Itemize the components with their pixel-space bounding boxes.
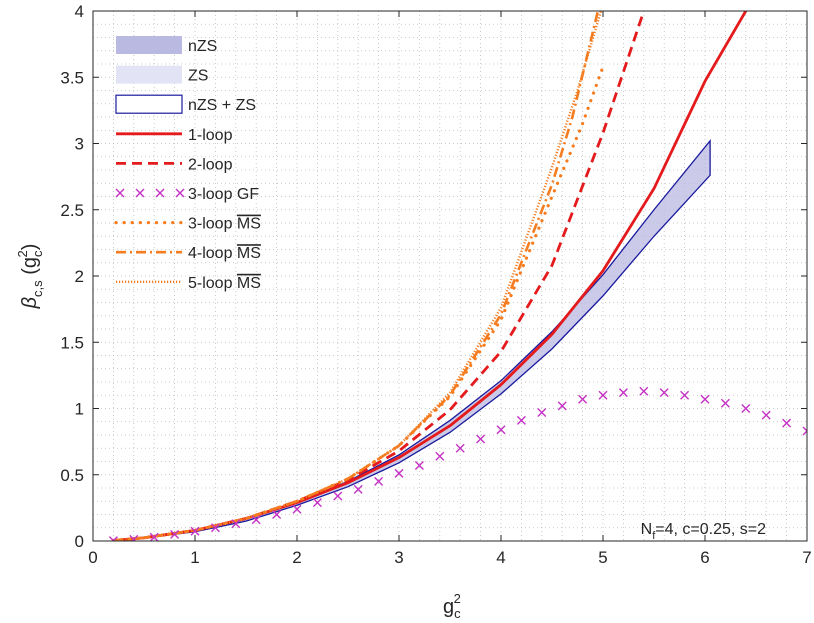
marker-loop3gf [680, 390, 690, 400]
marker-loop3gf [353, 484, 363, 494]
marker-loop3gf [312, 498, 322, 508]
legend-entry-nZS: nZS [116, 36, 217, 55]
marker-loop3gf [129, 534, 139, 541]
legend-swatch [116, 65, 182, 84]
marker-loop3gf [496, 425, 506, 435]
x-axis-label-text: gc2 [443, 591, 461, 621]
legend-entry-ZS: ZS [116, 65, 208, 85]
legend-entry-loop3gf: 3-loop GF [115, 186, 259, 203]
y-axis-label-text: βc,s (gc2) [15, 244, 45, 310]
minor-grid [93, 11, 807, 541]
marker-loop3gf [476, 434, 486, 444]
marker-loop3gf [761, 410, 771, 420]
marker-loop3gf [374, 476, 384, 486]
legend-swatch [115, 188, 185, 198]
marker-loop3gf [455, 443, 465, 453]
marker-loop3gf [394, 468, 404, 478]
legend-swatch [116, 36, 182, 54]
legend-entry-loop4ms: 4-loop MS [116, 245, 261, 262]
marker-loop3gf [170, 529, 180, 539]
x-tick-label: 4 [496, 548, 505, 567]
x-tick-label: 7 [802, 548, 811, 567]
marker-loop3gf [741, 404, 751, 413]
x-tick-label: 3 [394, 548, 403, 567]
y-tick-label: 2.5 [60, 201, 84, 220]
x-tick-label: 6 [700, 548, 709, 567]
legend-label: ZS [188, 68, 208, 85]
marker-loop3gf [435, 451, 445, 461]
y-tick-label: 2 [75, 267, 84, 286]
marker-loop3gf [210, 523, 220, 533]
y-tick-label: 1 [75, 400, 84, 419]
x-tick-label: 2 [292, 548, 301, 567]
marker-loop3gf [272, 510, 282, 519]
x-tick-label: 0 [88, 548, 97, 567]
marker-loop3gf [557, 401, 567, 411]
marker-loop3gf [516, 415, 526, 425]
legend-label: 3-loop MS [188, 216, 261, 233]
marker-loop3gf [802, 426, 807, 436]
legend: nZS ZS nZS + ZS 1-loop 2-loop 3-loop GF 3-loop… [114, 36, 261, 292]
legend-label: 2-loop [188, 156, 233, 173]
marker-loop3gf [598, 390, 608, 400]
marker-loop3gf [190, 526, 200, 536]
y-tick-label: 3 [75, 135, 84, 154]
legend-swatch [115, 94, 183, 114]
legend-entry-loop1: 1-loop [116, 127, 233, 144]
marker-loop3gf [659, 388, 669, 398]
marker-loop3gf [782, 418, 792, 428]
marker-loop3gf [618, 388, 628, 398]
marker-loop3gf [231, 519, 241, 529]
y-axis-label: βc,s (gc2) [15, 244, 45, 310]
y-tick-label: 0 [75, 532, 84, 551]
marker-loop3gf [292, 504, 302, 514]
legend-label: nZS + ZS [188, 97, 256, 114]
marker-loop3gf [639, 386, 649, 396]
series-lines [111, 11, 748, 541]
y-tick-label: 0.5 [60, 466, 84, 485]
ticks: 0 1 2 3 4 5 6 7 0 0.5 1 1.5 2 2.5 3 3.5 4 [60, 2, 811, 567]
x-tick-label: 5 [598, 548, 607, 567]
marker-loop3gf [149, 532, 159, 541]
y-tick-label: 1.5 [60, 333, 84, 352]
y-tick-label: 3.5 [60, 68, 84, 87]
legend-label: 1-loop [188, 127, 233, 144]
legend-entry-loop2: 2-loop [116, 156, 233, 173]
legend-entry-loop5ms: 5-loop MS [116, 275, 261, 292]
annotation: Nf=4, c=0.25, s=2 [641, 521, 766, 542]
marker-loop3gf [333, 491, 343, 501]
legend-entry-nZSZS: nZS + ZS [115, 94, 256, 114]
legend-label: 4-loop MS [188, 245, 261, 262]
x-axis-label: gc2 [443, 591, 461, 621]
line-loop3ms [111, 65, 605, 541]
y-tick-label: 4 [75, 2, 84, 21]
legend-label: 5-loop MS [188, 275, 261, 292]
marker-loop3gf [251, 515, 261, 525]
marker-loop3gf [414, 460, 424, 470]
marker-loop3gf [700, 394, 710, 404]
legend-label: nZS [188, 38, 217, 55]
x-tick-label: 1 [190, 548, 199, 567]
annotation-text: Nf=4, c=0.25, s=2 [641, 521, 766, 542]
legend-label: 3-loop GF [188, 186, 259, 203]
legend-entry-loop3ms: 3-loop MS [114, 216, 261, 233]
marker-loop3gf [578, 394, 588, 404]
marker-loop3gf [720, 398, 730, 408]
marker-loop3gf [537, 407, 547, 417]
